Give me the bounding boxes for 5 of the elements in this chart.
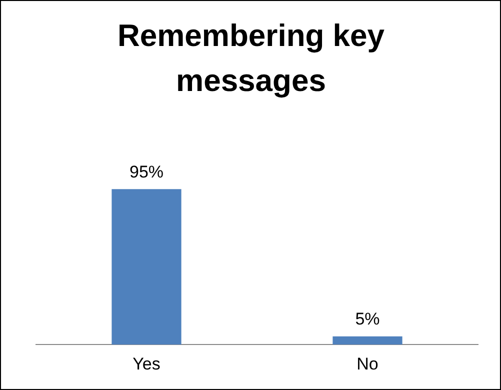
data-label: 5% <box>355 310 380 329</box>
data-label: 95% <box>129 162 164 182</box>
x-tick-label: Yes <box>132 354 160 374</box>
x-tick-label: No <box>356 354 378 374</box>
chart-title: Remembering key messages <box>116 17 386 100</box>
